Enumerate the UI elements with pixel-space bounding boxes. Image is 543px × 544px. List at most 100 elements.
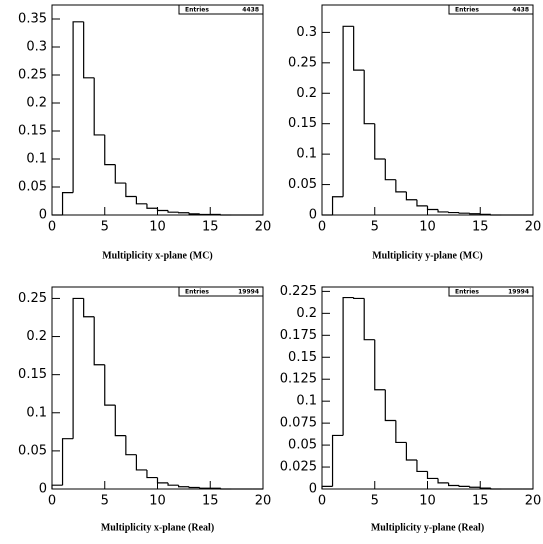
- y-tick-label: 0.05: [288, 438, 317, 453]
- y-tick-label: 0.05: [288, 177, 317, 192]
- y-tick-label: 0.2: [26, 96, 47, 111]
- bar: [448, 211, 460, 214]
- x-tick-label: 5: [101, 494, 109, 509]
- y-tick-label: 0.15: [288, 350, 317, 365]
- bar: [405, 191, 417, 201]
- bar: [416, 460, 428, 473]
- bar: [405, 442, 417, 461]
- bar: [426, 471, 439, 480]
- x-axis-label: Multiplicity x-plane (MC): [102, 250, 213, 261]
- bar: [72, 21, 84, 193]
- bar: [93, 77, 105, 136]
- bar: [188, 212, 200, 215]
- bar: [342, 25, 354, 197]
- bar: [469, 486, 481, 488]
- y-tick-label: 0.25: [18, 68, 47, 83]
- y-tick-label: 0.15: [18, 124, 47, 139]
- stats-value: 4438: [242, 7, 259, 14]
- x-tick-label: 15: [472, 494, 489, 509]
- bar: [178, 212, 190, 214]
- bar: [188, 486, 200, 489]
- bar: [83, 21, 95, 79]
- stats-box: [178, 286, 264, 297]
- bar: [61, 438, 74, 486]
- x-tick-label: 10: [149, 494, 166, 509]
- bar: [490, 488, 502, 490]
- bar: [220, 488, 232, 490]
- stats-box: [448, 286, 534, 297]
- x-tick-label: 10: [419, 220, 436, 235]
- stats-box: [448, 4, 534, 15]
- y-tick-label: 0: [309, 482, 317, 497]
- bar: [199, 213, 211, 216]
- y-tick-label: 0.175: [280, 328, 317, 343]
- x-tick-label: 10: [149, 220, 166, 235]
- x-tick-label: 10: [419, 494, 436, 509]
- bar: [72, 297, 84, 439]
- x-tick-label: 0: [48, 220, 56, 235]
- bar: [479, 213, 491, 215]
- x-axis-label: Multiplicity x-plane (Real): [101, 522, 214, 533]
- y-tick-label: 0.1: [296, 147, 317, 162]
- y-tick-label: 0: [39, 482, 47, 497]
- bar: [363, 70, 375, 125]
- y-tick-label: 0.25: [288, 55, 317, 70]
- bar: [83, 298, 95, 318]
- x-tick-label: 15: [472, 220, 489, 235]
- bar: [353, 26, 365, 71]
- bar: [51, 484, 63, 489]
- y-tick-label: 0.15: [18, 367, 47, 382]
- bar: [156, 208, 169, 212]
- bar: [220, 214, 232, 216]
- bar: [353, 297, 365, 300]
- y-tick-label: 0.1: [26, 152, 47, 167]
- x-tick-label: 5: [101, 220, 109, 235]
- y-tick-label: 0.3: [296, 25, 317, 40]
- bar: [104, 134, 116, 166]
- bar: [125, 435, 137, 456]
- bar: [178, 485, 190, 488]
- bar: [384, 159, 396, 181]
- y-tick-label: 0.05: [18, 443, 47, 458]
- stats-value: 19994: [238, 289, 259, 296]
- x-axis-label: Multiplicity y-plane (MC): [372, 250, 483, 261]
- bar: [321, 485, 333, 489]
- bar: [426, 205, 439, 211]
- bar: [490, 214, 502, 216]
- y-tick-label: 0.25: [18, 291, 47, 306]
- bar: [156, 477, 169, 484]
- y-tick-label: 0: [309, 208, 317, 223]
- x-tick-label: 20: [255, 494, 272, 509]
- y-tick-label: 0.1: [26, 405, 47, 420]
- bar: [61, 192, 74, 215]
- plot-frame: [321, 286, 534, 490]
- y-tick-label: 0.15: [288, 116, 317, 131]
- bar: [114, 405, 126, 437]
- bar: [479, 487, 491, 489]
- bar: [93, 316, 105, 366]
- bar: [437, 209, 449, 213]
- stats-label: Entries: [455, 289, 479, 296]
- stats-box: [178, 4, 264, 15]
- y-tick-label: 0.2: [296, 306, 317, 321]
- y-tick-label: 0.225: [280, 284, 317, 299]
- y-tick-label: 0.1: [296, 394, 317, 409]
- x-axis-label: Multiplicity y-plane (Real): [371, 522, 484, 533]
- bar: [363, 298, 375, 341]
- x-tick-label: 20: [525, 494, 542, 509]
- bar: [384, 389, 396, 422]
- bar: [199, 487, 211, 489]
- y-tick-label: 0.025: [280, 460, 317, 475]
- x-tick-label: 5: [371, 220, 379, 235]
- bar: [114, 164, 126, 184]
- y-tick-label: 0.075: [280, 416, 317, 431]
- bar: [331, 196, 344, 215]
- bar: [104, 364, 116, 406]
- bar: [146, 469, 158, 479]
- bar: [395, 179, 407, 193]
- stats-label: Entries: [455, 7, 479, 14]
- y-tick-label: 0.05: [18, 180, 47, 195]
- stats-label: Entries: [185, 7, 209, 14]
- bar: [125, 183, 137, 198]
- bar: [146, 203, 158, 209]
